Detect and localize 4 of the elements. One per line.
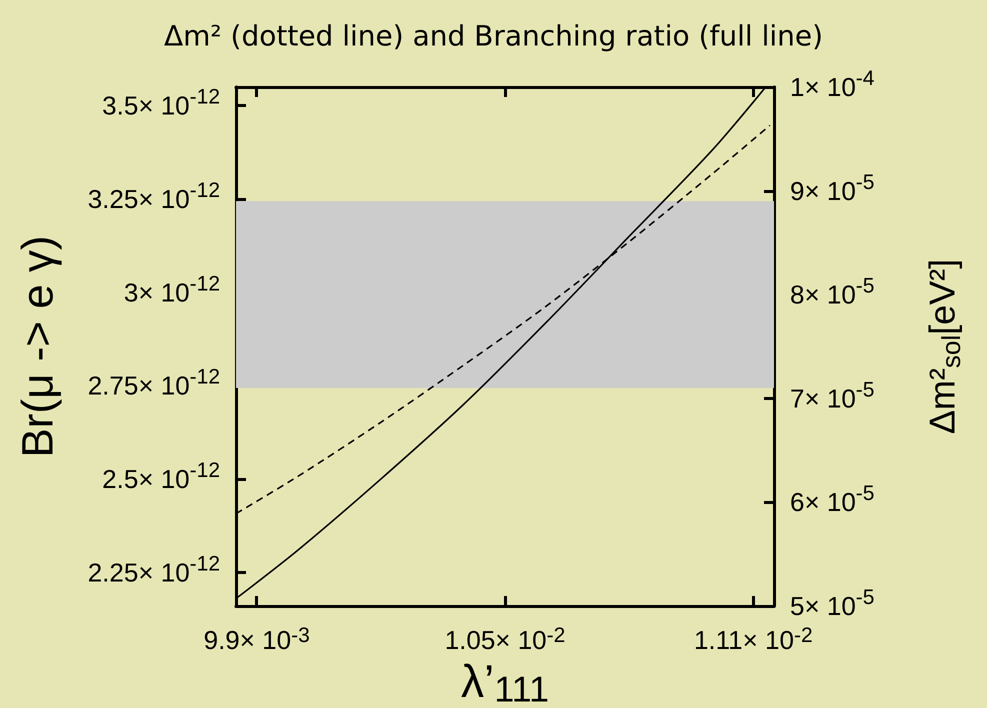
x-axis-title: λ’111 (461, 654, 549, 708)
chart-title: Δm² (dotted line) and Branching ratio (full line) (164, 20, 824, 52)
y2-axis-title: Δm²sol[eV²] (922, 258, 966, 434)
y-axis-title: Br(μ -> e γ) (14, 235, 62, 458)
